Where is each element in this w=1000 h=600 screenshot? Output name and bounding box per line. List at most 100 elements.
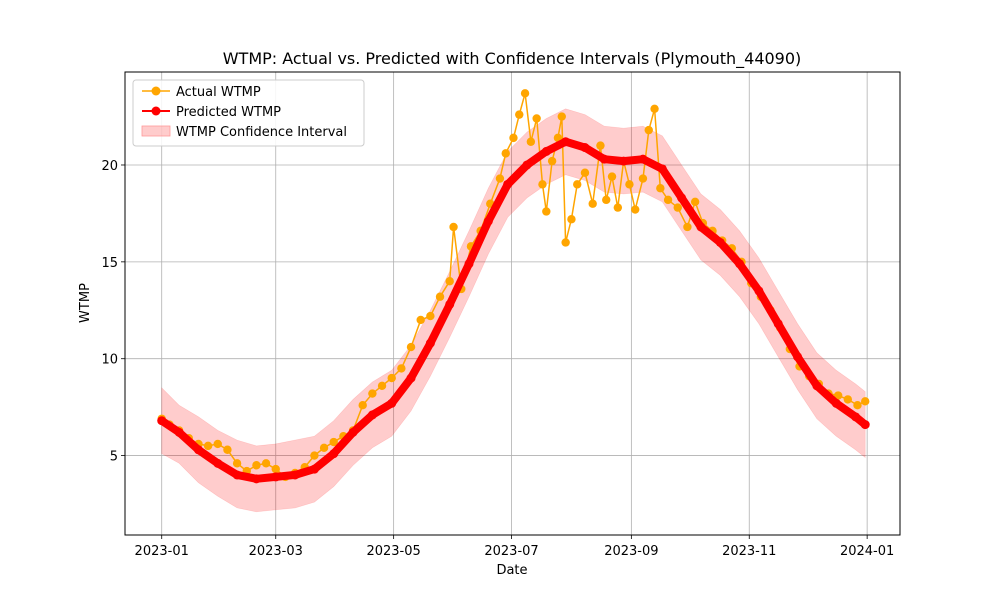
actual-point bbox=[520, 89, 530, 98]
actual-point bbox=[319, 443, 329, 453]
predicted-point bbox=[735, 259, 745, 269]
actual-point bbox=[329, 437, 338, 447]
actual-point bbox=[515, 110, 524, 119]
predicted-point bbox=[715, 237, 725, 247]
predicted-point bbox=[213, 458, 223, 468]
actual-point bbox=[203, 441, 213, 451]
actual-point bbox=[602, 195, 611, 205]
legend: Actual WTMP Predicted WTMP WTMP Confiden… bbox=[132, 79, 365, 147]
actual-point bbox=[310, 451, 319, 460]
x-tick-label: 2023-07 bbox=[484, 544, 538, 559]
y-axis-label: WTMP bbox=[78, 283, 93, 323]
predicted-series bbox=[157, 137, 870, 484]
predicted-point bbox=[348, 427, 358, 437]
actual-point bbox=[644, 125, 653, 135]
predicted-point bbox=[812, 381, 822, 391]
actual-point bbox=[252, 461, 261, 470]
actual-point bbox=[223, 445, 232, 454]
predicted-point bbox=[251, 474, 261, 484]
predicted-point bbox=[754, 286, 764, 296]
plot-frame bbox=[124, 71, 901, 536]
x-tick-label: 2023-03 bbox=[249, 544, 303, 559]
legend-predicted-marker bbox=[151, 106, 161, 116]
actual-point bbox=[449, 222, 458, 232]
actual-point bbox=[509, 133, 518, 143]
actual-point bbox=[580, 168, 590, 177]
predicted-point bbox=[271, 472, 281, 482]
predicted-point bbox=[831, 398, 841, 408]
actual-point bbox=[445, 277, 454, 286]
actual-point bbox=[553, 133, 563, 143]
actual-point bbox=[377, 381, 387, 391]
predicted-point bbox=[599, 154, 609, 164]
predicted-point bbox=[793, 352, 803, 362]
actual-point bbox=[843, 395, 853, 404]
predicted-point bbox=[157, 416, 167, 426]
actual-point bbox=[397, 364, 406, 373]
actual-point bbox=[588, 199, 597, 208]
actual-point bbox=[532, 114, 541, 123]
predicted-point bbox=[464, 259, 474, 269]
actual-point bbox=[526, 137, 536, 146]
x-tick-label: 2023-05 bbox=[366, 544, 420, 559]
actual-point bbox=[271, 464, 280, 474]
legend-ci-label: WTMP Confidence Interval bbox=[176, 125, 347, 140]
x-axis-label: Date bbox=[496, 563, 527, 578]
predicted-point bbox=[638, 154, 648, 164]
predicted-point bbox=[309, 464, 319, 474]
predicted-point bbox=[522, 160, 532, 170]
actual-point bbox=[861, 397, 870, 406]
actual-point bbox=[368, 389, 377, 398]
x-tick-label: 2023-09 bbox=[604, 544, 658, 559]
predicted-point bbox=[580, 143, 590, 153]
predicted-point bbox=[541, 146, 551, 156]
x-tick-label: 2023-11 bbox=[722, 544, 776, 559]
predicted-point bbox=[851, 412, 861, 422]
actual-point bbox=[567, 215, 576, 224]
actual-point bbox=[833, 391, 843, 400]
actual-point bbox=[656, 184, 665, 193]
predicted-point bbox=[657, 164, 667, 174]
predicted-point bbox=[367, 410, 377, 420]
actual-point bbox=[631, 205, 640, 214]
actual-point bbox=[501, 149, 510, 158]
y-tick-label: 20 bbox=[101, 159, 118, 174]
actual-point bbox=[663, 195, 673, 205]
chart-title: WTMP: Actual vs. Predicted with Confiden… bbox=[223, 49, 802, 69]
predicted-point bbox=[773, 319, 783, 329]
legend-predicted-label: Predicted WTMP bbox=[176, 105, 281, 120]
actual-point bbox=[426, 311, 435, 321]
actual-point bbox=[557, 112, 566, 121]
x-tick-label: 2023-01 bbox=[135, 544, 189, 559]
x-tick-label: 2024-01 bbox=[840, 544, 894, 559]
legend-ci-swatch bbox=[141, 125, 171, 137]
predicted-point bbox=[425, 338, 435, 348]
x-axis-ticks: 2023-01 2023-03 2023-05 2023-07 2023-09 2023-… bbox=[135, 535, 894, 559]
predicted-point bbox=[503, 179, 513, 189]
actual-point bbox=[561, 238, 570, 247]
actual-point bbox=[625, 180, 634, 189]
predicted-point bbox=[696, 222, 706, 232]
predicted-point bbox=[290, 470, 300, 480]
predicted-point bbox=[174, 427, 184, 437]
y-tick-label: 15 bbox=[101, 256, 118, 271]
actual-point bbox=[213, 439, 222, 449]
actual-point bbox=[853, 401, 862, 410]
y-tick-label: 10 bbox=[101, 353, 118, 368]
actual-point bbox=[596, 141, 605, 150]
predicted-point bbox=[232, 470, 242, 480]
actual-point bbox=[435, 292, 445, 301]
predicted-point bbox=[329, 449, 339, 459]
y-axis-ticks: 5 10 15 20 bbox=[101, 159, 125, 465]
predicted-point bbox=[387, 398, 397, 408]
actual-point bbox=[538, 180, 547, 189]
predicted-point bbox=[193, 445, 203, 455]
actual-point bbox=[547, 156, 557, 166]
actual-point bbox=[607, 172, 617, 181]
predicted-point bbox=[677, 193, 687, 203]
actual-point bbox=[406, 342, 416, 352]
grid bbox=[125, 72, 900, 535]
legend-actual-marker bbox=[151, 86, 161, 96]
actual-point bbox=[573, 180, 582, 189]
